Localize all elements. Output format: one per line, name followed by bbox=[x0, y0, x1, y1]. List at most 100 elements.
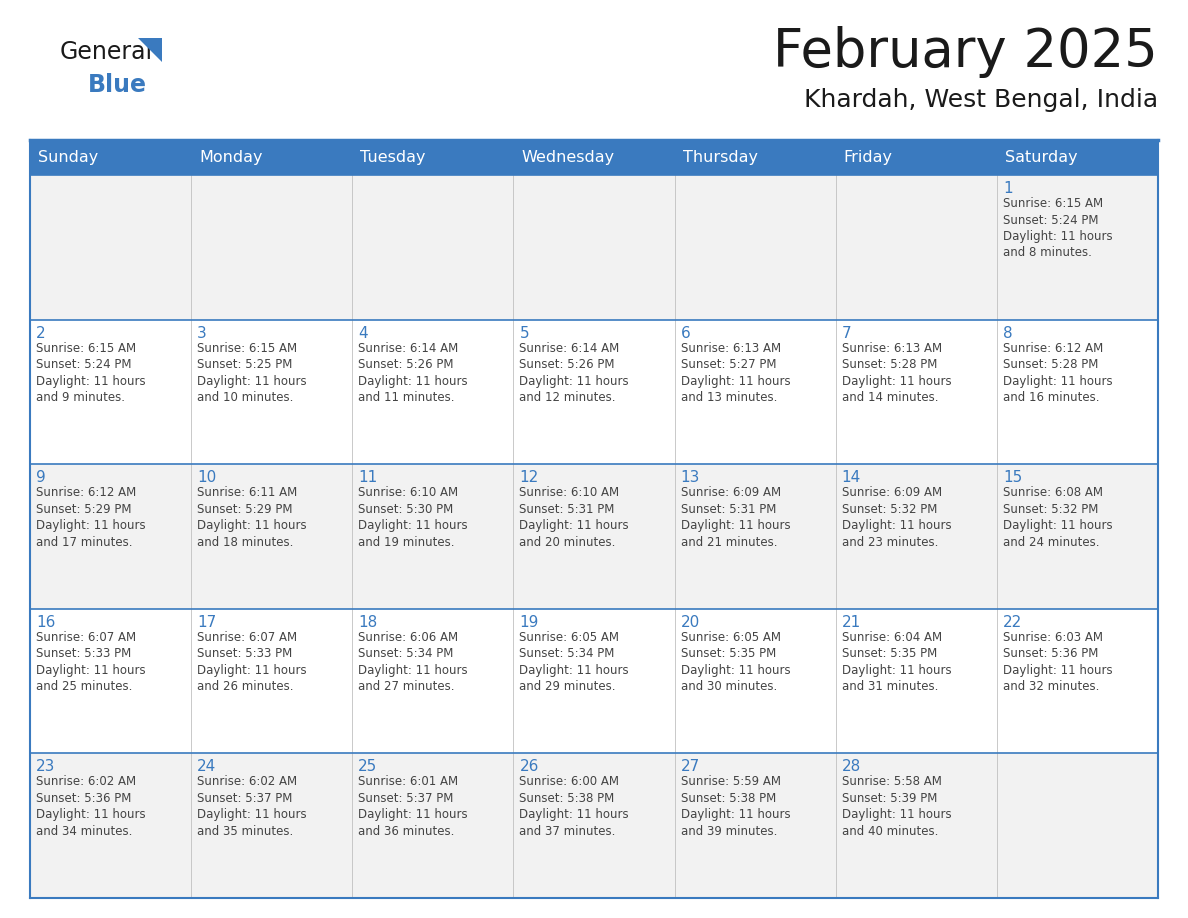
Bar bbox=[513, 465, 675, 609]
Bar bbox=[675, 319, 835, 465]
Text: Sunrise: 6:12 AM
Sunset: 5:29 PM
Daylight: 11 hours
and 17 minutes.: Sunrise: 6:12 AM Sunset: 5:29 PM Dayligh… bbox=[36, 487, 146, 549]
Text: Sunrise: 6:03 AM
Sunset: 5:36 PM
Daylight: 11 hours
and 32 minutes.: Sunrise: 6:03 AM Sunset: 5:36 PM Dayligh… bbox=[1003, 631, 1112, 693]
Text: Sunrise: 6:10 AM
Sunset: 5:31 PM
Daylight: 11 hours
and 20 minutes.: Sunrise: 6:10 AM Sunset: 5:31 PM Dayligh… bbox=[519, 487, 630, 549]
Bar bbox=[30, 754, 191, 898]
Text: Sunrise: 6:00 AM
Sunset: 5:38 PM
Daylight: 11 hours
and 37 minutes.: Sunrise: 6:00 AM Sunset: 5:38 PM Dayligh… bbox=[519, 776, 630, 838]
Text: Sunrise: 6:05 AM
Sunset: 5:34 PM
Daylight: 11 hours
and 29 minutes.: Sunrise: 6:05 AM Sunset: 5:34 PM Dayligh… bbox=[519, 631, 630, 693]
Text: 1: 1 bbox=[1003, 181, 1012, 196]
Text: 7: 7 bbox=[842, 326, 852, 341]
Bar bbox=[191, 140, 353, 175]
Text: Sunrise: 6:15 AM
Sunset: 5:24 PM
Daylight: 11 hours
and 8 minutes.: Sunrise: 6:15 AM Sunset: 5:24 PM Dayligh… bbox=[1003, 197, 1112, 260]
Text: Sunrise: 6:09 AM
Sunset: 5:31 PM
Daylight: 11 hours
and 21 minutes.: Sunrise: 6:09 AM Sunset: 5:31 PM Dayligh… bbox=[681, 487, 790, 549]
Text: 17: 17 bbox=[197, 615, 216, 630]
Text: Thursday: Thursday bbox=[683, 150, 758, 165]
Bar bbox=[997, 140, 1158, 175]
Text: Wednesday: Wednesday bbox=[522, 150, 614, 165]
Bar bbox=[191, 465, 353, 609]
Text: Sunrise: 5:58 AM
Sunset: 5:39 PM
Daylight: 11 hours
and 40 minutes.: Sunrise: 5:58 AM Sunset: 5:39 PM Dayligh… bbox=[842, 776, 952, 838]
Text: Sunrise: 6:09 AM
Sunset: 5:32 PM
Daylight: 11 hours
and 23 minutes.: Sunrise: 6:09 AM Sunset: 5:32 PM Dayligh… bbox=[842, 487, 952, 549]
Bar bbox=[30, 465, 191, 609]
Text: 9: 9 bbox=[36, 470, 46, 486]
Text: 20: 20 bbox=[681, 615, 700, 630]
Text: 16: 16 bbox=[36, 615, 56, 630]
Bar bbox=[353, 140, 513, 175]
Text: 13: 13 bbox=[681, 470, 700, 486]
Bar bbox=[835, 465, 997, 609]
Bar bbox=[675, 465, 835, 609]
Text: Sunrise: 6:10 AM
Sunset: 5:30 PM
Daylight: 11 hours
and 19 minutes.: Sunrise: 6:10 AM Sunset: 5:30 PM Dayligh… bbox=[359, 487, 468, 549]
Text: 2: 2 bbox=[36, 326, 45, 341]
Text: Sunrise: 6:15 AM
Sunset: 5:24 PM
Daylight: 11 hours
and 9 minutes.: Sunrise: 6:15 AM Sunset: 5:24 PM Dayligh… bbox=[36, 341, 146, 404]
Text: Sunrise: 6:04 AM
Sunset: 5:35 PM
Daylight: 11 hours
and 31 minutes.: Sunrise: 6:04 AM Sunset: 5:35 PM Dayligh… bbox=[842, 631, 952, 693]
Bar bbox=[191, 175, 353, 319]
Text: 14: 14 bbox=[842, 470, 861, 486]
Text: 21: 21 bbox=[842, 615, 861, 630]
Text: 12: 12 bbox=[519, 470, 538, 486]
Bar bbox=[30, 609, 191, 754]
Bar bbox=[191, 609, 353, 754]
Text: 18: 18 bbox=[359, 615, 378, 630]
Text: 24: 24 bbox=[197, 759, 216, 775]
Text: 15: 15 bbox=[1003, 470, 1022, 486]
Bar bbox=[191, 319, 353, 465]
Text: Tuesday: Tuesday bbox=[360, 150, 425, 165]
Text: Khardah, West Bengal, India: Khardah, West Bengal, India bbox=[804, 88, 1158, 112]
Bar bbox=[353, 175, 513, 319]
Text: 27: 27 bbox=[681, 759, 700, 775]
Bar bbox=[997, 609, 1158, 754]
Bar bbox=[353, 465, 513, 609]
Bar bbox=[997, 319, 1158, 465]
Bar bbox=[353, 754, 513, 898]
Text: 19: 19 bbox=[519, 615, 539, 630]
Polygon shape bbox=[138, 38, 162, 62]
Bar bbox=[835, 319, 997, 465]
Bar bbox=[997, 175, 1158, 319]
Text: Sunrise: 6:13 AM
Sunset: 5:28 PM
Daylight: 11 hours
and 14 minutes.: Sunrise: 6:13 AM Sunset: 5:28 PM Dayligh… bbox=[842, 341, 952, 404]
Bar bbox=[835, 140, 997, 175]
Bar bbox=[191, 754, 353, 898]
Bar bbox=[835, 754, 997, 898]
Bar bbox=[30, 175, 191, 319]
Bar bbox=[835, 175, 997, 319]
Bar bbox=[513, 175, 675, 319]
Text: 26: 26 bbox=[519, 759, 539, 775]
Bar bbox=[997, 754, 1158, 898]
Bar bbox=[675, 140, 835, 175]
Text: Friday: Friday bbox=[843, 150, 892, 165]
Text: 6: 6 bbox=[681, 326, 690, 341]
Text: Sunrise: 6:11 AM
Sunset: 5:29 PM
Daylight: 11 hours
and 18 minutes.: Sunrise: 6:11 AM Sunset: 5:29 PM Dayligh… bbox=[197, 487, 307, 549]
Text: 5: 5 bbox=[519, 326, 529, 341]
Bar bbox=[997, 465, 1158, 609]
Text: 22: 22 bbox=[1003, 615, 1022, 630]
Text: February 2025: February 2025 bbox=[773, 26, 1158, 78]
Text: Monday: Monday bbox=[200, 150, 263, 165]
Text: Sunrise: 6:15 AM
Sunset: 5:25 PM
Daylight: 11 hours
and 10 minutes.: Sunrise: 6:15 AM Sunset: 5:25 PM Dayligh… bbox=[197, 341, 307, 404]
Text: General: General bbox=[61, 40, 153, 64]
Text: 11: 11 bbox=[359, 470, 378, 486]
Text: Sunrise: 6:07 AM
Sunset: 5:33 PM
Daylight: 11 hours
and 26 minutes.: Sunrise: 6:07 AM Sunset: 5:33 PM Dayligh… bbox=[197, 631, 307, 693]
Bar bbox=[353, 609, 513, 754]
Text: Sunrise: 6:02 AM
Sunset: 5:37 PM
Daylight: 11 hours
and 35 minutes.: Sunrise: 6:02 AM Sunset: 5:37 PM Dayligh… bbox=[197, 776, 307, 838]
Bar bbox=[675, 754, 835, 898]
Text: 28: 28 bbox=[842, 759, 861, 775]
Bar bbox=[513, 319, 675, 465]
Text: Sunrise: 6:14 AM
Sunset: 5:26 PM
Daylight: 11 hours
and 11 minutes.: Sunrise: 6:14 AM Sunset: 5:26 PM Dayligh… bbox=[359, 341, 468, 404]
Text: Blue: Blue bbox=[88, 73, 147, 97]
Bar bbox=[513, 609, 675, 754]
Text: Saturday: Saturday bbox=[1005, 150, 1078, 165]
Text: 3: 3 bbox=[197, 326, 207, 341]
Text: Sunrise: 6:07 AM
Sunset: 5:33 PM
Daylight: 11 hours
and 25 minutes.: Sunrise: 6:07 AM Sunset: 5:33 PM Dayligh… bbox=[36, 631, 146, 693]
Text: 25: 25 bbox=[359, 759, 378, 775]
Text: Sunrise: 6:14 AM
Sunset: 5:26 PM
Daylight: 11 hours
and 12 minutes.: Sunrise: 6:14 AM Sunset: 5:26 PM Dayligh… bbox=[519, 341, 630, 404]
Text: 23: 23 bbox=[36, 759, 56, 775]
Text: Sunrise: 6:06 AM
Sunset: 5:34 PM
Daylight: 11 hours
and 27 minutes.: Sunrise: 6:06 AM Sunset: 5:34 PM Dayligh… bbox=[359, 631, 468, 693]
Text: Sunrise: 6:02 AM
Sunset: 5:36 PM
Daylight: 11 hours
and 34 minutes.: Sunrise: 6:02 AM Sunset: 5:36 PM Dayligh… bbox=[36, 776, 146, 838]
Bar bbox=[513, 140, 675, 175]
Text: Sunrise: 6:01 AM
Sunset: 5:37 PM
Daylight: 11 hours
and 36 minutes.: Sunrise: 6:01 AM Sunset: 5:37 PM Dayligh… bbox=[359, 776, 468, 838]
Text: Sunrise: 5:59 AM
Sunset: 5:38 PM
Daylight: 11 hours
and 39 minutes.: Sunrise: 5:59 AM Sunset: 5:38 PM Dayligh… bbox=[681, 776, 790, 838]
Bar bbox=[353, 319, 513, 465]
Text: Sunrise: 6:05 AM
Sunset: 5:35 PM
Daylight: 11 hours
and 30 minutes.: Sunrise: 6:05 AM Sunset: 5:35 PM Dayligh… bbox=[681, 631, 790, 693]
Text: Sunday: Sunday bbox=[38, 150, 99, 165]
Text: 8: 8 bbox=[1003, 326, 1012, 341]
Bar bbox=[675, 175, 835, 319]
